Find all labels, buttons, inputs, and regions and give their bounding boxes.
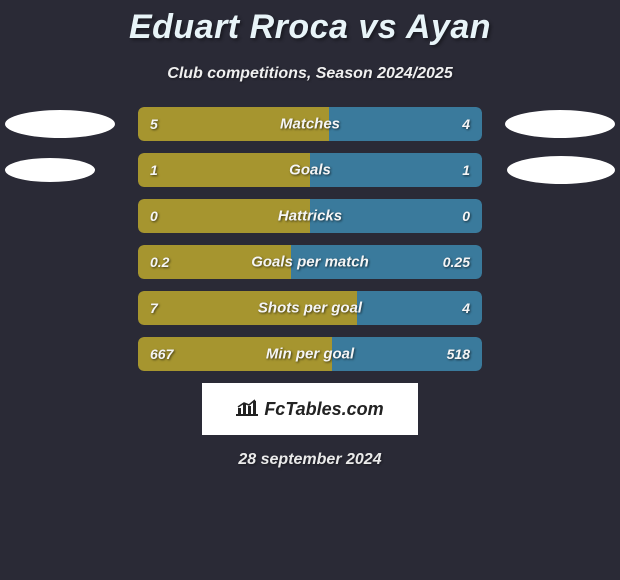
subtitle: Club competitions, Season 2024/2025 — [0, 65, 620, 83]
stat-row: 7 4 Shots per goal — [0, 291, 620, 325]
value-left: 1 — [150, 162, 158, 178]
comparison-widget: Eduart Rroca vs Ayan Club competitions, … — [0, 0, 620, 469]
bar-container: 0 0 Hattricks — [138, 199, 482, 233]
team-badge-left — [5, 110, 115, 138]
value-left: 5 — [150, 116, 158, 132]
bar-container: 5 4 Matches — [138, 107, 482, 141]
stat-label: Hattricks — [278, 208, 342, 225]
bar-left — [138, 153, 310, 187]
logo-text: FcTables.com — [264, 399, 383, 420]
bar-container: 667 518 Min per goal — [138, 337, 482, 371]
value-right: 518 — [447, 346, 470, 362]
bar-container: 7 4 Shots per goal — [138, 291, 482, 325]
stat-row: 0.2 0.25 Goals per match — [0, 245, 620, 279]
value-left: 667 — [150, 346, 173, 362]
value-right: 0.25 — [443, 254, 470, 270]
bar-container: 0.2 0.25 Goals per match — [138, 245, 482, 279]
value-right: 4 — [462, 116, 470, 132]
page-title: Eduart Rroca vs Ayan — [0, 0, 620, 47]
chart-area: 5 4 Matches 1 1 Goals 0 0 Hattricks 0.2 0.25 Goals … — [0, 107, 620, 371]
stat-label: Goals per match — [251, 254, 369, 271]
stat-label: Shots per goal — [258, 300, 362, 317]
stat-label: Matches — [280, 116, 340, 133]
stat-label: Min per goal — [266, 346, 354, 363]
value-left: 0.2 — [150, 254, 169, 270]
value-left: 7 — [150, 300, 158, 316]
stat-row: 0 0 Hattricks — [0, 199, 620, 233]
team-badge-right — [507, 156, 615, 184]
stat-row: 1 1 Goals — [0, 153, 620, 187]
chart-icon — [236, 398, 258, 421]
stat-row: 5 4 Matches — [0, 107, 620, 141]
value-right: 1 — [462, 162, 470, 178]
value-left: 0 — [150, 208, 158, 224]
bar-right — [329, 107, 482, 141]
team-badge-right — [505, 110, 615, 138]
value-right: 0 — [462, 208, 470, 224]
value-right: 4 — [462, 300, 470, 316]
stat-row: 667 518 Min per goal — [0, 337, 620, 371]
team-badge-left — [5, 158, 95, 182]
bar-right — [310, 153, 482, 187]
date-text: 28 september 2024 — [0, 451, 620, 469]
stat-label: Goals — [289, 162, 331, 179]
bar-container: 1 1 Goals — [138, 153, 482, 187]
logo-banner: FcTables.com — [202, 383, 418, 435]
